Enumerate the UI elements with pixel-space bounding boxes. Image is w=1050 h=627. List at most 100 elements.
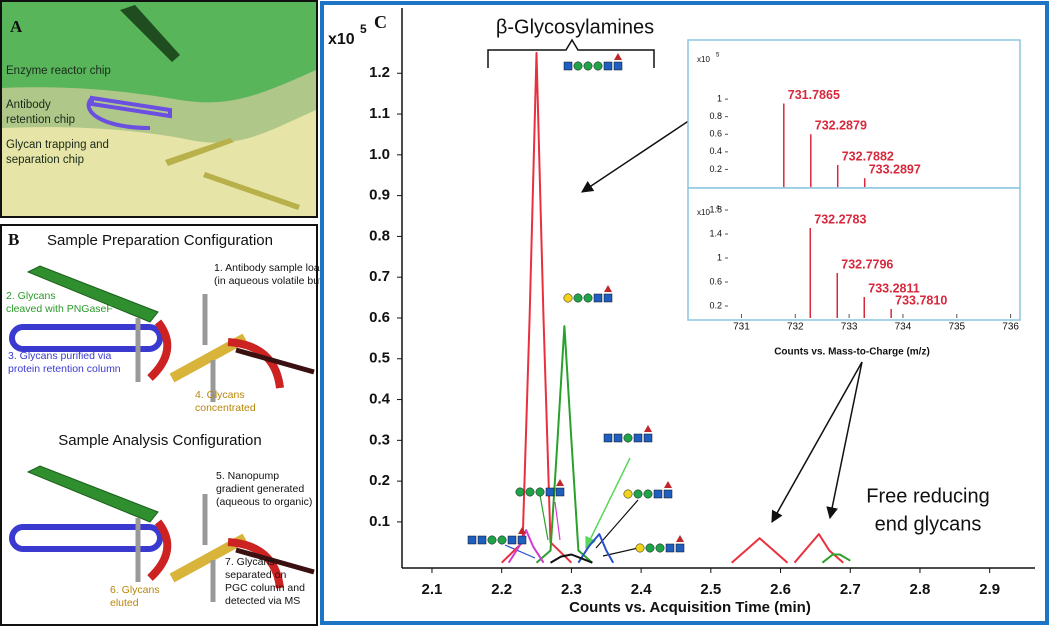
- y-multiplier-exp: 5: [360, 22, 367, 36]
- y-tick-label: 0.8: [709, 111, 722, 121]
- y-tick-label: 0.3: [369, 431, 390, 448]
- y-tick-label: 0.7: [369, 268, 390, 285]
- chip-label: Antibody: [6, 99, 51, 111]
- y-tick-label: 1.4: [709, 228, 722, 238]
- y-tick-label: 0.2: [369, 472, 390, 489]
- glycan-icon: [623, 433, 633, 443]
- glycan-icon: [497, 535, 507, 545]
- peak-label: 733.2897: [869, 163, 921, 177]
- glycan-icon: [664, 481, 672, 488]
- glycan-icon: [633, 433, 643, 443]
- y-tick-label: 0.9: [369, 187, 390, 204]
- y-tick-label: 0.5: [369, 350, 390, 367]
- glycan-icon: [525, 487, 535, 497]
- glycan-icon: [583, 61, 593, 71]
- step-label: 7. Glycans: [225, 556, 275, 568]
- step-label: 2. Glycans: [6, 290, 56, 302]
- step-label: separated on: [225, 569, 286, 581]
- glycan-icon: [583, 293, 593, 303]
- x-tick-label: 2.8: [910, 581, 931, 598]
- step-label: PGC column and: [225, 582, 305, 594]
- panel-letter: C: [374, 12, 387, 32]
- peak-label: 732.7796: [841, 257, 893, 271]
- retention-loop: [9, 324, 163, 352]
- peak-label: 733.2811: [868, 281, 919, 295]
- annotation: Free reducing: [866, 485, 989, 507]
- glycan-icon: [643, 433, 653, 443]
- y-tick-label: 1.8: [709, 204, 722, 214]
- peak-trace: [577, 533, 615, 564]
- step-label: detected via MS: [225, 595, 300, 607]
- x-tick-label: 2.2: [491, 581, 512, 598]
- arrow: [554, 501, 561, 541]
- bracket: [487, 38, 655, 68]
- step-label: 3. Glycans purified via: [8, 350, 111, 362]
- y-tick-label: 1.2: [369, 64, 390, 81]
- x-tick-label: 734: [895, 322, 912, 333]
- glycan-icon: [623, 489, 633, 499]
- glycan-icon: [665, 543, 675, 553]
- glycan-icon: [655, 543, 665, 553]
- y-tick-label: 0.4: [369, 391, 391, 408]
- inset-frame: [687, 187, 1021, 321]
- step-label: protein retention column: [8, 363, 121, 375]
- glycan-icon: [614, 53, 622, 60]
- y-tick-label: 0.4: [709, 146, 722, 156]
- reactor-chip: [26, 465, 159, 523]
- reactor-channel: [120, 5, 180, 62]
- glycan-icon: [613, 433, 623, 443]
- glycan-icon: [604, 285, 612, 292]
- glycan-icon: [477, 535, 487, 545]
- y-multiplier-exp: 4: [716, 206, 720, 212]
- x-tick-label: 735: [948, 322, 965, 333]
- config-title: Sample Preparation Configuration: [47, 232, 273, 249]
- x-tick-label: 2.6: [770, 581, 791, 598]
- arrow: [504, 544, 536, 559]
- peak-label: 733.7810: [895, 293, 947, 307]
- arrow: [826, 361, 863, 520]
- glycan-icon: [603, 61, 613, 71]
- panel-b: Sample Preparation Configuration Sample A…: [0, 224, 338, 626]
- y-multiplier-exp: 5: [716, 53, 720, 59]
- peak-trace: [549, 553, 593, 564]
- inset-frame: [687, 39, 1021, 189]
- glycan-icon: [663, 489, 673, 499]
- peak-label: 732.2879: [815, 119, 867, 133]
- step-label: 6. Glycans: [110, 584, 160, 596]
- step-label: 5. Nanopump: [216, 470, 279, 482]
- peak-label: 732.7882: [842, 149, 894, 163]
- glycan-icon: [563, 61, 573, 71]
- y-tick-label: 0.8: [369, 227, 390, 244]
- step-label: 1. Antibody sample loaded: [214, 262, 337, 274]
- x-tick-label: 2.7: [840, 581, 861, 598]
- trap-channel: [165, 138, 300, 210]
- glycan-icon: [556, 479, 564, 486]
- step-label: gradient generated: [216, 483, 304, 495]
- x-tick-label: 736: [1002, 322, 1019, 333]
- panel-letter: A: [10, 17, 23, 36]
- y-tick-label: 1: [717, 93, 722, 103]
- glycan-icon: [633, 489, 643, 499]
- glycan-icon: [645, 543, 655, 553]
- glycan-icon: [563, 293, 573, 303]
- chip-label: separation chip: [6, 154, 84, 166]
- y-tick-label: 1.0: [369, 146, 390, 163]
- annotation: β-Glycosylamines: [496, 16, 654, 38]
- glycan-icon: [467, 535, 477, 545]
- trapping-layer: [2, 110, 316, 216]
- glycan-icon: [593, 61, 603, 71]
- peak-trace: [731, 537, 789, 564]
- connector: [227, 338, 284, 389]
- config-title: Sample Analysis Configuration: [58, 432, 261, 449]
- peak-trace: [821, 553, 851, 564]
- y-multiplier: x10: [697, 55, 710, 64]
- step-label: cleaved with PNGaseF: [6, 303, 113, 315]
- y-multiplier: x10: [328, 31, 355, 48]
- arrow: [539, 494, 549, 541]
- panel-c: 0.1 0.2 0.3 0.4 0.5 0.6 0.7 0.8 0.9 1.0 1.1 1.2 2.1 2…: [320, 1, 1049, 625]
- pgc-column: [235, 547, 315, 575]
- glycan-icon: [635, 543, 645, 553]
- x-tick-label: 2.4: [631, 581, 653, 598]
- y-tick-label: 0.6: [369, 309, 390, 326]
